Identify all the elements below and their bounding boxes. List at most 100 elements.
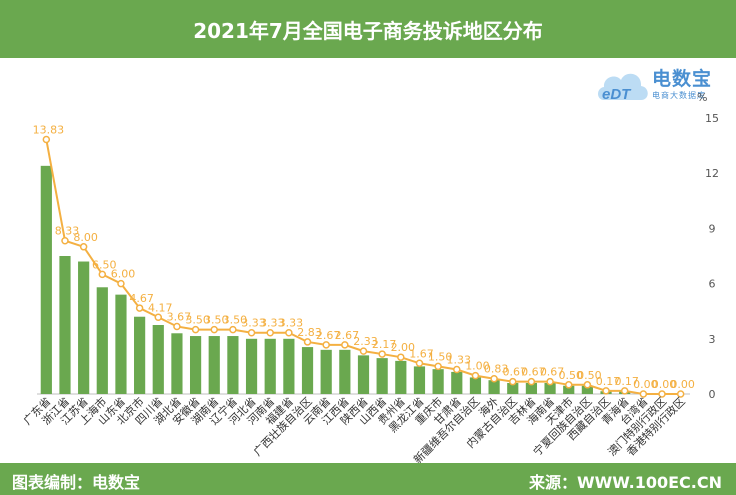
bar xyxy=(488,380,500,394)
line-point xyxy=(676,390,685,398)
bar xyxy=(40,165,52,394)
data-label: 3.50 xyxy=(185,314,210,327)
cloud-icon: eDT xyxy=(598,73,648,103)
data-label: 0.00 xyxy=(633,378,658,391)
line-point xyxy=(359,347,368,355)
y-tick-label: 12 xyxy=(705,167,719,180)
data-label: 1.50 xyxy=(428,350,453,363)
line-point xyxy=(173,322,181,331)
data-label: 0.67 xyxy=(540,366,565,379)
bar xyxy=(208,336,220,394)
bar xyxy=(395,360,407,394)
line-point xyxy=(42,135,51,144)
line-point xyxy=(117,279,125,288)
data-label: 0.50 xyxy=(577,369,602,382)
line-point xyxy=(639,390,648,398)
bar xyxy=(78,261,90,394)
data-label: 3.50 xyxy=(204,314,229,327)
line-point xyxy=(154,313,163,322)
line-point xyxy=(303,338,312,346)
bar xyxy=(357,355,370,394)
bar xyxy=(152,325,164,394)
bar xyxy=(451,371,463,394)
data-label: 0.50 xyxy=(558,369,583,382)
line-point xyxy=(135,304,144,312)
line-point xyxy=(658,390,666,398)
bar xyxy=(189,336,202,394)
data-label: 2.67 xyxy=(316,329,341,342)
bar xyxy=(581,385,593,394)
bar xyxy=(171,333,183,394)
bar xyxy=(563,385,575,394)
data-label: 2.17 xyxy=(372,338,397,351)
y-tick-label: 9 xyxy=(709,222,716,235)
data-label: 3.50 xyxy=(223,314,248,327)
data-label: 4.67 xyxy=(129,292,154,305)
data-label: 0.67 xyxy=(521,366,546,379)
data-label: 6.50 xyxy=(92,258,117,271)
bar xyxy=(507,382,519,394)
line-point xyxy=(620,387,629,395)
bar xyxy=(525,382,538,394)
data-label: 2.00 xyxy=(391,341,416,354)
data-label: 0.00 xyxy=(652,378,677,391)
data-label: 0.00 xyxy=(670,378,695,391)
bar xyxy=(339,349,351,394)
bar xyxy=(413,366,426,394)
line-point xyxy=(602,387,610,395)
data-label: 0.17 xyxy=(596,375,621,388)
line-point xyxy=(247,328,256,337)
line-point xyxy=(229,325,237,334)
data-label: 13.83 xyxy=(33,124,65,137)
chart-title: 2021年7月全国电子商务投诉地区分布 xyxy=(0,0,736,58)
bar xyxy=(134,316,146,394)
line-point xyxy=(397,353,405,361)
line-point xyxy=(434,362,442,371)
y-unit-label: % xyxy=(697,91,707,104)
bar xyxy=(227,336,239,394)
line-point xyxy=(322,341,330,349)
footer-credit: 图表编制：电数宝 xyxy=(12,473,141,492)
bar xyxy=(96,287,108,394)
svg-text:eDT: eDT xyxy=(602,86,632,103)
line-point xyxy=(546,377,554,386)
footer-source: 来源：WWW.100EC.CN xyxy=(528,473,722,492)
data-label: 3.67 xyxy=(167,310,192,323)
bar xyxy=(432,369,444,394)
data-label: 1.67 xyxy=(409,347,434,360)
bar xyxy=(59,256,71,394)
line-point xyxy=(527,377,536,386)
line-point xyxy=(285,328,293,337)
line-point xyxy=(61,236,69,245)
line-point xyxy=(266,328,274,337)
bar xyxy=(376,358,388,394)
data-label: 4.17 xyxy=(148,301,173,314)
y-tick-label: 6 xyxy=(709,278,716,291)
data-label: 2.83 xyxy=(297,326,322,339)
line-point xyxy=(210,325,218,334)
footer-bar: 图表编制：电数宝 来源：WWW.100EC.CN xyxy=(0,463,736,495)
data-label: 6.00 xyxy=(111,268,136,281)
logo-subtitle: 电商大数据库 xyxy=(652,91,706,100)
line-point xyxy=(453,365,461,374)
bar xyxy=(301,347,314,394)
line-point xyxy=(583,381,592,389)
line-point xyxy=(490,374,498,383)
bar xyxy=(544,382,556,394)
line-point xyxy=(564,381,573,389)
data-label: 2.67 xyxy=(335,329,360,342)
bar xyxy=(320,349,332,394)
bar xyxy=(245,338,258,394)
data-label: 3.33 xyxy=(279,317,304,330)
y-tick-label: 15 xyxy=(705,112,719,125)
data-label: 0.67 xyxy=(503,366,528,379)
y-tick-label: 0 xyxy=(709,388,716,401)
data-label: 1.00 xyxy=(465,360,490,373)
line-point xyxy=(191,325,200,334)
line-point xyxy=(471,371,480,380)
data-label: 2.33 xyxy=(353,335,378,348)
data-label: 3.33 xyxy=(241,317,266,330)
logo-brand: 电数宝 xyxy=(652,68,713,90)
bar xyxy=(283,338,295,394)
